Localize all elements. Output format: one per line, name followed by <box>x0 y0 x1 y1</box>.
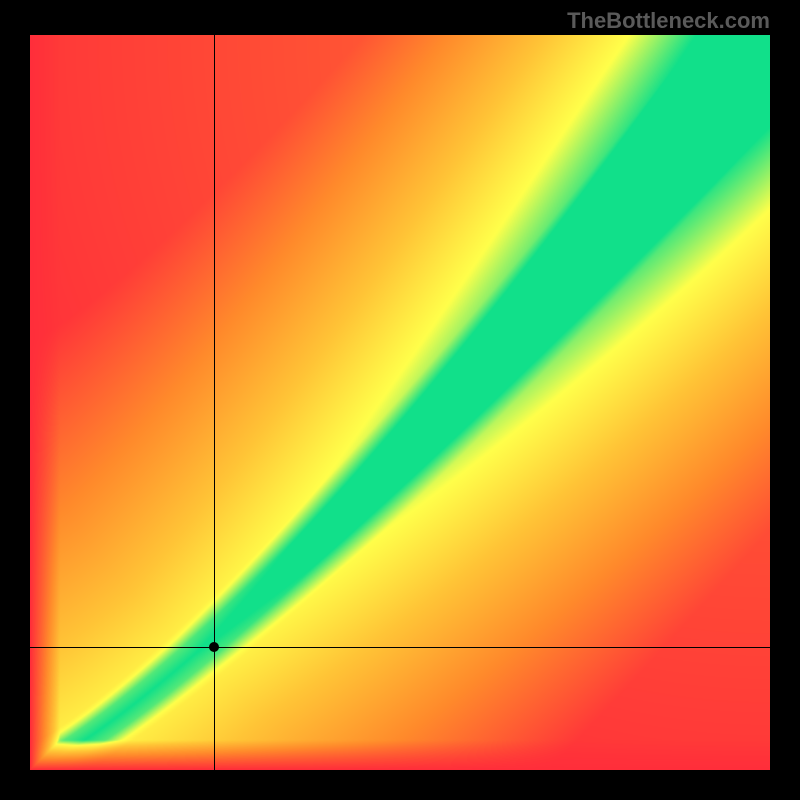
crosshair-horizontal <box>30 647 770 648</box>
heatmap-plot <box>30 35 770 770</box>
crosshair-marker <box>209 642 219 652</box>
heatmap-canvas <box>30 35 770 770</box>
attribution-text: TheBottleneck.com <box>567 8 770 34</box>
crosshair-vertical <box>214 35 215 770</box>
